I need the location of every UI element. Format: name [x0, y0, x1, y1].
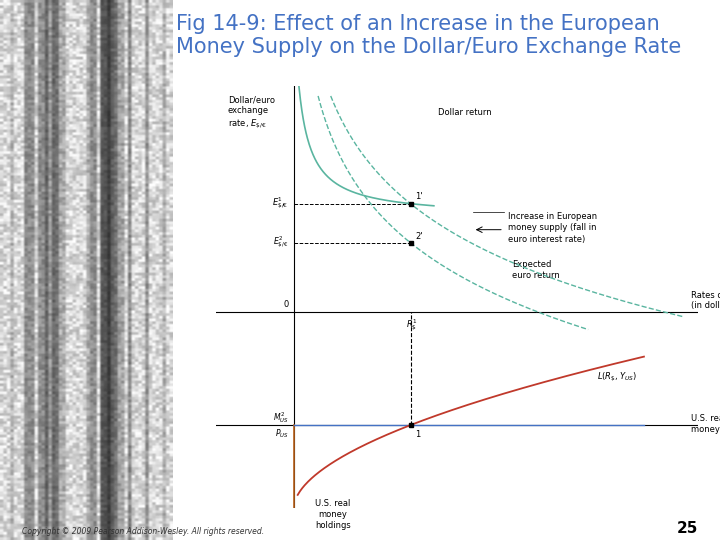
Text: U.S. real
money supply: U.S. real money supply: [690, 414, 720, 434]
Text: 1: 1: [415, 430, 420, 440]
Text: Dollar return: Dollar return: [438, 108, 491, 117]
Text: U.S. real
money
holdings: U.S. real money holdings: [315, 499, 351, 530]
Text: Copyright © 2009 Pearson Addison-Wesley. All rights reserved.: Copyright © 2009 Pearson Addison-Wesley.…: [22, 526, 264, 536]
Text: $E^1_{\$/€}$: $E^1_{\$/€}$: [272, 196, 288, 211]
Text: Expected
euro return: Expected euro return: [512, 260, 559, 280]
Text: Rates of return
(in dollar terms): Rates of return (in dollar terms): [690, 291, 720, 310]
Text: $R^1_\$$: $R^1_\$$: [406, 318, 418, 333]
Text: Increase in European
money supply (fall in
euro interest rate): Increase in European money supply (fall …: [508, 212, 597, 244]
Text: 25: 25: [677, 521, 698, 536]
Text: Dollar/euro
exchange
rate, $E_{\$/€}$: Dollar/euro exchange rate, $E_{\$/€}$: [228, 95, 274, 131]
Text: $M^2_{US}$
$P_{US}$: $M^2_{US}$ $P_{US}$: [273, 410, 288, 440]
Text: 2': 2': [415, 232, 423, 240]
Text: 0: 0: [283, 300, 288, 309]
Text: $E^2_{\$/€}$: $E^2_{\$/€}$: [274, 235, 288, 251]
Text: Fig 14-9: Effect of an Increase in the European
Money Supply on the Dollar/Euro : Fig 14-9: Effect of an Increase in the E…: [176, 14, 682, 57]
Text: 1': 1': [415, 192, 423, 201]
Text: $L(R_\$, Y_{US})$: $L(R_\$, Y_{US})$: [598, 371, 637, 384]
